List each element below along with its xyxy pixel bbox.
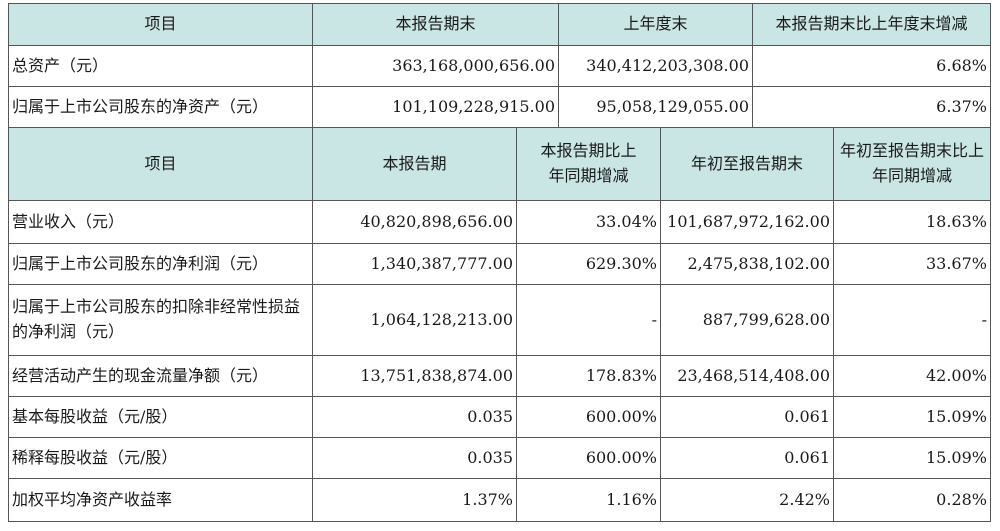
cell-net-profit-ytd-yoy: 33.67% — [833, 243, 991, 285]
row-label-total-assets: 总资产（元） — [8, 45, 313, 87]
row-label-net-assets: 归属于上市公司股东的净资产（元） — [8, 86, 313, 128]
row-label-net-profit: 归属于上市公司股东的净利润（元） — [8, 243, 313, 285]
cell-net-profit-yoy: 629.30% — [516, 243, 661, 285]
main-header-ytd: 年初至报告期末 — [660, 127, 834, 201]
cell-operating-cash-flow-ytd: 23,468,514,408.00 — [660, 355, 834, 397]
cell-basic-eps-ytd: 0.061 — [660, 396, 834, 438]
cell-net-profit-ytd: 2,475,838,102.00 — [660, 243, 834, 285]
cell-revenue-yoy: 33.04% — [516, 200, 661, 244]
main-header-ytd-yoy: 年初至报告期末比上年同期增减 — [833, 127, 991, 201]
cell-total-assets-period-end: 363,168,000,656.00 — [312, 45, 559, 87]
cell-weighted-roe-ytd-yoy: 0.28% — [833, 478, 991, 522]
cell-total-assets-change: 6.68% — [752, 45, 991, 87]
top-header-item: 项目 — [8, 3, 313, 46]
cell-deducted-net-profit-yoy: - — [516, 284, 661, 356]
cell-net-assets-last-year-end: 95,058,129,055.00 — [558, 86, 753, 128]
row-label-basic-eps: 基本每股收益（元/股） — [8, 396, 313, 438]
main-header-item: 项目 — [8, 127, 313, 201]
cell-net-profit-period: 1,340,387,777.00 — [312, 243, 517, 285]
cell-diluted-eps-period: 0.035 — [312, 437, 517, 479]
cell-weighted-roe-ytd: 2.42% — [660, 478, 834, 522]
cell-basic-eps-yoy: 600.00% — [516, 396, 661, 438]
cell-basic-eps-period: 0.035 — [312, 396, 517, 438]
cell-total-assets-last-year-end: 340,412,203,308.00 — [558, 45, 753, 87]
cell-diluted-eps-ytd-yoy: 15.09% — [833, 437, 991, 479]
top-header-change: 本报告期末比上年度末增减 — [752, 3, 991, 46]
row-label-operating-cash-flow: 经营活动产生的现金流量净额（元） — [8, 355, 313, 397]
cell-basic-eps-ytd-yoy: 15.09% — [833, 396, 991, 438]
cell-deducted-net-profit-ytd: 887,799,628.00 — [660, 284, 834, 356]
cell-net-assets-change: 6.37% — [752, 86, 991, 128]
row-label-deducted-net-profit: 归属于上市公司股东的扣除非经常性损益的净利润（元） — [8, 284, 313, 356]
cell-revenue-ytd: 101,687,972,162.00 — [660, 200, 834, 244]
main-header-current-period: 本报告期 — [312, 127, 517, 201]
main-header-current-yoy: 本报告期比上年同期增减 — [516, 127, 661, 201]
cell-diluted-eps-yoy: 600.00% — [516, 437, 661, 479]
cell-weighted-roe-period: 1.37% — [312, 478, 517, 522]
cell-weighted-roe-yoy: 1.16% — [516, 478, 661, 522]
row-label-diluted-eps: 稀释每股收益（元/股） — [8, 437, 313, 479]
cell-deducted-net-profit-period: 1,064,128,213.00 — [312, 284, 517, 356]
cell-revenue-period: 40,820,898,656.00 — [312, 200, 517, 244]
top-header-last-year-end: 上年度末 — [558, 3, 753, 46]
row-label-revenue: 营业收入（元） — [8, 200, 313, 244]
cell-operating-cash-flow-ytd-yoy: 42.00% — [833, 355, 991, 397]
cell-diluted-eps-ytd: 0.061 — [660, 437, 834, 479]
top-header-period-end: 本报告期末 — [312, 3, 559, 46]
cell-revenue-ytd-yoy: 18.63% — [833, 200, 991, 244]
row-label-weighted-roe: 加权平均净资产收益率 — [8, 478, 313, 522]
cell-net-assets-period-end: 101,109,228,915.00 — [312, 86, 559, 128]
cell-deducted-net-profit-ytd-yoy: - — [833, 284, 991, 356]
cell-operating-cash-flow-period: 13,751,838,874.00 — [312, 355, 517, 397]
cell-operating-cash-flow-yoy: 178.83% — [516, 355, 661, 397]
